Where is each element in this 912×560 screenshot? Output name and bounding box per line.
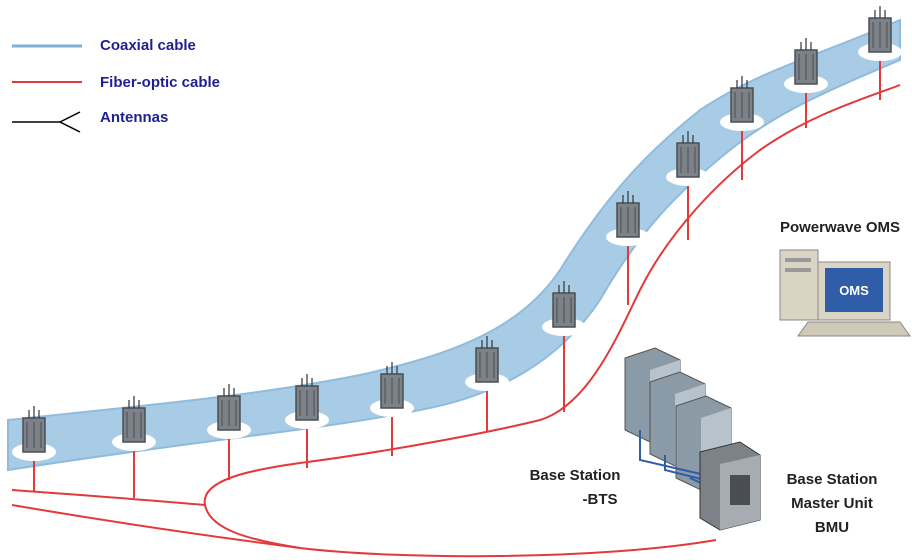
antenna-unit: [858, 6, 902, 61]
oms-screen-label: OMS: [839, 283, 869, 298]
antenna-unit: [370, 362, 414, 417]
oms-title: Powerwave OMS: [780, 219, 900, 236]
antenna-icon: [28, 406, 40, 418]
bmu-label-line1: Base Station: [787, 471, 878, 488]
antenna-unit: [207, 384, 251, 439]
oms-screen: [825, 268, 883, 312]
antenna-unit: [606, 191, 650, 246]
antenna-icon: [736, 76, 748, 88]
legend-fiber-label: Fiber-optic cable: [100, 74, 220, 91]
fiber-network: [11, 55, 901, 558]
antenna-unit: [465, 336, 509, 391]
antenna-unit: [720, 76, 764, 131]
antenna-unit: [285, 374, 329, 429]
antenna-icon: [874, 6, 886, 18]
antenna-icon: [386, 362, 398, 374]
legend-antenna-icon: [12, 111, 81, 133]
antenna-unit: [666, 131, 710, 186]
antenna-icon: [558, 281, 570, 293]
antenna-icon: [128, 396, 140, 408]
bmu-label-line2: Master Unit: [791, 495, 873, 512]
antenna-icon: [223, 384, 235, 396]
legend-antennas-label: Antennas: [100, 109, 168, 126]
antenna-units: [12, 6, 902, 461]
antenna-icon: [481, 336, 493, 348]
legend-coaxial-label: Coaxial cable: [100, 37, 196, 54]
antenna-unit: [784, 38, 828, 93]
bts-label-line2: -BTS: [583, 491, 618, 508]
antenna-icon: [622, 191, 634, 203]
bmu-unit-icon: [699, 441, 761, 531]
coaxial-corridor: [7, 18, 901, 472]
antenna-unit: [112, 396, 156, 451]
antenna-icon: [301, 374, 313, 386]
antenna-icon: [800, 38, 812, 50]
bmu-label-line3: BMU: [815, 519, 849, 536]
antenna-unit: [542, 281, 586, 336]
antenna-unit: [12, 406, 56, 461]
antenna-icon: [682, 131, 694, 143]
bts-label-line1: Base Station: [530, 467, 621, 484]
oms-computer-icon: OMS: [779, 249, 911, 337]
